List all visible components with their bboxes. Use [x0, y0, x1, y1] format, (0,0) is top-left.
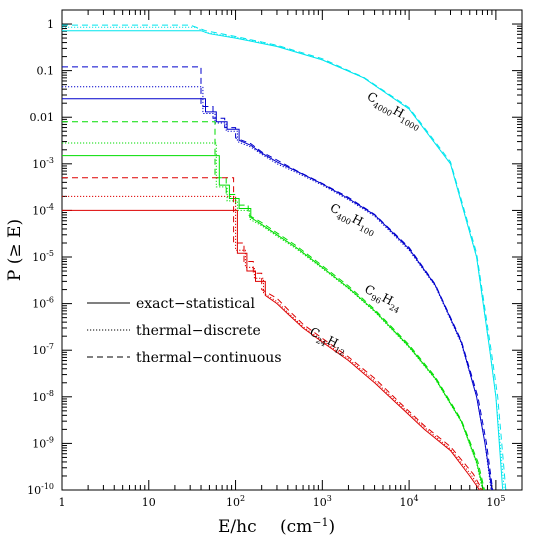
y-axis-title: P (≥ E) — [5, 219, 25, 281]
y-tick-label: 10-3 — [32, 156, 54, 171]
x-tick-label: 10 — [142, 496, 156, 509]
x-tick-label: 102 — [226, 494, 245, 509]
series-solid-mol-2 — [62, 155, 484, 491]
series-dashed-mol-0 — [62, 24, 507, 491]
legend: exact−statistical thermal−discrete thermal… — [87, 296, 282, 366]
y-tick-label: 10-4 — [32, 202, 54, 217]
series-solid-mol-3 — [62, 209, 481, 491]
series-dotted-mol-2 — [62, 142, 483, 491]
molecule-label: C400H100 — [326, 201, 378, 239]
molecule-label: C4000H1000 — [363, 89, 424, 133]
legend-label: thermal−continuous — [136, 350, 282, 366]
y-tick-label: 10-8 — [32, 389, 54, 404]
series-dashed-mol-2 — [62, 121, 485, 491]
series-solid-mol-1 — [62, 98, 493, 491]
y-tick-label: 10-7 — [32, 342, 54, 357]
series-dotted-mol-1 — [62, 86, 492, 491]
y-tick-label: 0.1 — [37, 65, 55, 78]
molecule-labels: C4000H1000 C400H100 C96H24 C24H12 — [306, 89, 424, 358]
y-tick-label: 10-5 — [32, 249, 54, 264]
y-tick-label: 0.01 — [30, 111, 55, 124]
series-dashed-mol-1 — [62, 66, 494, 491]
molecule-label: C96H24 — [361, 282, 404, 315]
series-dotted-mol-3 — [62, 195, 482, 491]
legend-label: exact−statistical — [136, 296, 255, 312]
x-tick-label: 105 — [486, 494, 505, 509]
axis-tick-labels: 1 10 102 103 104 105 1 0.1 0.01 10-3 10-4 10-5 10-6 1… — [27, 18, 505, 509]
x-tick-label: 1 — [59, 496, 66, 509]
y-tick-label: 10-6 — [32, 296, 54, 311]
series-dotted-mol-0 — [62, 26, 505, 491]
molecule-label: C24H12 — [306, 324, 349, 357]
y-tick-label: 1 — [47, 18, 54, 31]
legend-label: thermal−discrete — [136, 323, 261, 339]
series-dashed-mol-3 — [62, 177, 483, 491]
series-solid-mol-0 — [62, 30, 504, 491]
series-layer — [62, 24, 507, 491]
y-tick-label: 10-9 — [32, 435, 54, 450]
x-tick-label: 103 — [313, 494, 332, 509]
plot-frame — [61, 9, 523, 491]
x-axis-title: E/hc (cm−1) — [218, 516, 335, 537]
x-tick-label: 104 — [400, 494, 419, 509]
axis-ticks — [61, 9, 523, 491]
y-tick-label: 10-10 — [27, 482, 54, 497]
